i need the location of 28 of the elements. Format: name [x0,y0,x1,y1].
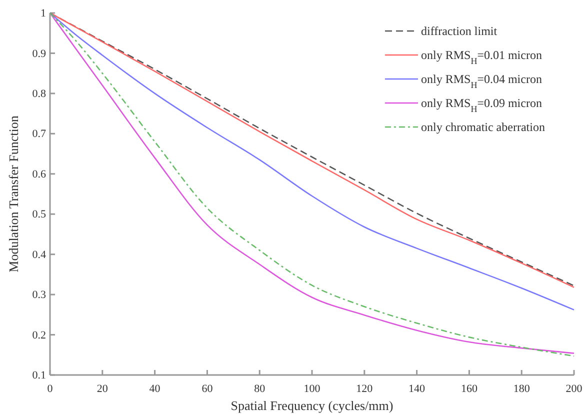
y-tick-label: 0.6 [32,168,46,180]
x-tick-label: 20 [96,382,108,395]
x-tick-label: 160 [460,382,478,395]
y-tick-label: 0.7 [32,128,46,140]
x-tick-label: 40 [149,382,161,395]
y-tick-label: 0.5 [32,208,46,221]
legend-label: diffraction limit [421,24,498,38]
legend-label: only RMS$_{H}$=0.04 micron [421,72,542,90]
x-tick-label: 200 [566,382,583,395]
x-tick-label: 0 [47,382,54,395]
x-tick-label: 120 [356,382,374,395]
y-tick-label: 0.8 [32,88,46,100]
y-tick-label: 0.2 [32,329,46,342]
y-tick-label: 0.9 [32,48,46,60]
y-axis-title: Modulation Transfer Function [6,115,21,272]
y-tick-label: 0.4 [32,248,46,261]
legend-label: only RMS$_{H}$=0.09 micron [421,96,542,114]
x-tick-label: 60 [202,382,214,395]
x-tick-label: 100 [304,382,321,395]
x-axis-title: Spatial Frequency (cycles/mm) [230,398,394,413]
legend-label: only chromatic aberration [421,120,545,134]
y-tick-label: 1 [40,8,46,20]
x-tick-label: 140 [408,382,426,395]
x-tick-label: 80 [254,382,266,395]
legend-label: only RMS$_{H}$=0.01 micron [421,48,542,66]
y-tick-label: 0.3 [32,289,46,302]
y-tick-label: 0.1 [32,370,46,382]
x-tick-label: 180 [513,382,530,395]
